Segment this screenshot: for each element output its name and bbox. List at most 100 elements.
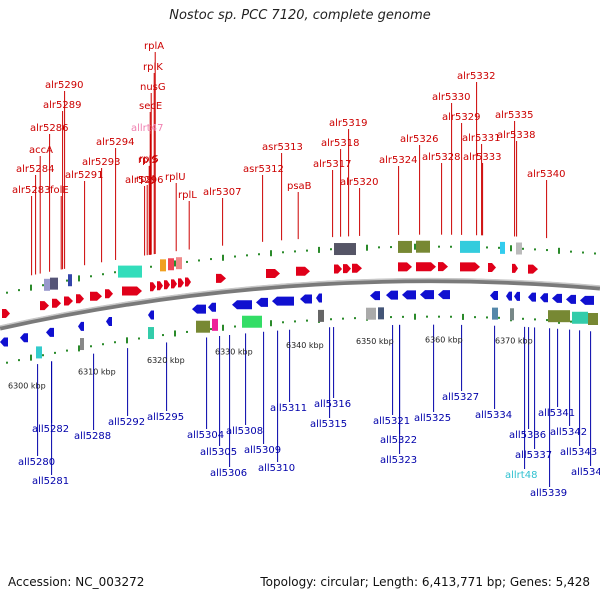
reverse-gene-label: all5282 (32, 424, 69, 435)
upper-feature-box (416, 240, 430, 253)
lower-tick-mark (570, 320, 572, 323)
reverse-gene-arrow[interactable] (78, 321, 84, 331)
forward-gene-arrow[interactable] (438, 262, 448, 272)
reverse-gene-arrow[interactable] (20, 333, 28, 343)
position-label: 6340 kbp (286, 341, 324, 350)
forward-gene-label: secE (139, 101, 162, 112)
reverse-gene-label: all5322 (380, 435, 417, 446)
reverse-gene-label: all5341 (538, 408, 575, 419)
reverse-gene-arrow[interactable] (46, 327, 54, 337)
reverse-gene-arrow[interactable] (402, 290, 416, 300)
forward-gene-label: alr5286 (30, 123, 68, 134)
reverse-gene-arrow[interactable] (514, 291, 520, 301)
reverse-gene-arrow[interactable] (256, 297, 268, 307)
lower-tick-mark (174, 330, 176, 337)
forward-gene-arrow[interactable] (266, 269, 280, 279)
upper-tick-mark (510, 245, 512, 252)
forward-gene-arrow[interactable] (528, 264, 538, 274)
forward-gene-arrow[interactable] (64, 296, 73, 306)
upper-tick-mark (42, 284, 44, 287)
forward-gene-arrow[interactable] (185, 277, 191, 287)
upper-tick-mark (546, 249, 548, 252)
reverse-gene-arrow[interactable] (148, 310, 154, 320)
reverse-gene-arrow[interactable] (420, 290, 434, 300)
forward-gene-arrow[interactable] (171, 279, 177, 289)
reverse-gene-arrow[interactable] (0, 337, 8, 347)
reverse-gene-arrow[interactable] (528, 292, 536, 302)
forward-gene-arrow[interactable] (178, 278, 184, 288)
upper-tick-mark (90, 275, 92, 278)
forward-gene-arrow[interactable] (157, 281, 163, 291)
reverse-gene-arrow[interactable] (208, 302, 216, 312)
forward-gene-label: alr5284 (16, 164, 54, 175)
forward-gene-arrow[interactable] (216, 273, 226, 283)
position-label: 6330 kbp (215, 348, 253, 357)
reverse-gene-arrow[interactable] (272, 296, 294, 306)
forward-gene-arrow[interactable] (52, 298, 61, 308)
forward-gene-arrow[interactable] (334, 264, 342, 274)
forward-gene-arrow[interactable] (352, 263, 362, 273)
upper-tick-mark (582, 251, 584, 254)
forward-gene-arrow[interactable] (296, 266, 310, 276)
reverse-gene-arrow[interactable] (232, 300, 252, 310)
reverse-gene-arrow[interactable] (540, 293, 548, 303)
forward-gene-arrow[interactable] (416, 262, 436, 272)
forward-gene-label: psaB (287, 181, 312, 192)
forward-gene-arrow[interactable] (398, 262, 412, 272)
reverse-gene-arrow[interactable] (490, 291, 498, 301)
forward-gene-arrow[interactable] (76, 294, 84, 304)
lower-tick-mark (102, 343, 104, 346)
lower-tick-mark (162, 334, 164, 337)
upper-tick-mark (114, 271, 116, 274)
reverse-gene-arrow[interactable] (580, 295, 594, 305)
reverse-gene-label: all5295 (147, 412, 184, 423)
forward-gene-arrow[interactable] (150, 282, 156, 292)
forward-gene-arrow[interactable] (343, 264, 351, 274)
upper-feature-box (50, 277, 58, 290)
lower-tick-mark (354, 317, 356, 320)
reverse-gene-label: all5280 (18, 457, 55, 468)
upper-feature-box (460, 240, 480, 253)
reverse-gene-arrow[interactable] (106, 317, 112, 327)
forward-gene-arrow[interactable] (105, 289, 113, 299)
upper-tick-mark (234, 255, 236, 258)
upper-feature-box (68, 274, 72, 287)
reverse-gene-arrow[interactable] (438, 290, 450, 300)
forward-gene-label: alr5291 (65, 170, 103, 181)
forward-gene-arrow[interactable] (460, 262, 480, 272)
reverse-gene-arrow[interactable] (316, 293, 322, 303)
forward-gene-arrow[interactable] (488, 262, 496, 272)
upper-tick-mark (66, 279, 68, 282)
forward-gene-arrow[interactable] (122, 286, 142, 296)
upper-tick-mark (366, 244, 368, 251)
upper-tick-mark (246, 254, 248, 257)
reverse-gene-arrow[interactable] (192, 304, 206, 314)
upper-feature-box (516, 242, 522, 255)
reverse-gene-arrow[interactable] (552, 293, 562, 303)
lower-tick-mark (138, 337, 140, 340)
reverse-gene-label: all5306 (210, 468, 247, 479)
lower-tick-mark (42, 354, 44, 357)
forward-gene-arrow[interactable] (40, 301, 49, 311)
lower-tick-mark (294, 320, 296, 323)
reverse-gene-arrow[interactable] (566, 294, 576, 304)
upper-feature-box (118, 265, 142, 278)
lower-tick-mark (210, 328, 212, 331)
forward-gene-arrow[interactable] (2, 309, 10, 319)
lower-tick-mark (474, 316, 476, 319)
forward-gene-arrow[interactable] (512, 263, 518, 273)
lower-tick-mark (534, 318, 536, 321)
reverse-gene-arrow[interactable] (386, 290, 398, 300)
upper-tick-mark (486, 246, 488, 249)
lower-tick-mark (126, 337, 128, 344)
reverse-gene-arrow[interactable] (370, 291, 380, 301)
upper-feature-box (44, 278, 50, 291)
lower-feature-box (36, 346, 42, 359)
reverse-gene-arrow[interactable] (300, 294, 312, 304)
reverse-gene-arrow[interactable] (506, 291, 512, 301)
lower-tick-mark (414, 313, 416, 320)
forward-gene-arrow[interactable] (164, 280, 170, 290)
reverse-gene-label: all5316 (314, 399, 351, 410)
forward-gene-arrow[interactable] (90, 291, 102, 301)
forward-gene-label: alr5319 (329, 118, 367, 129)
